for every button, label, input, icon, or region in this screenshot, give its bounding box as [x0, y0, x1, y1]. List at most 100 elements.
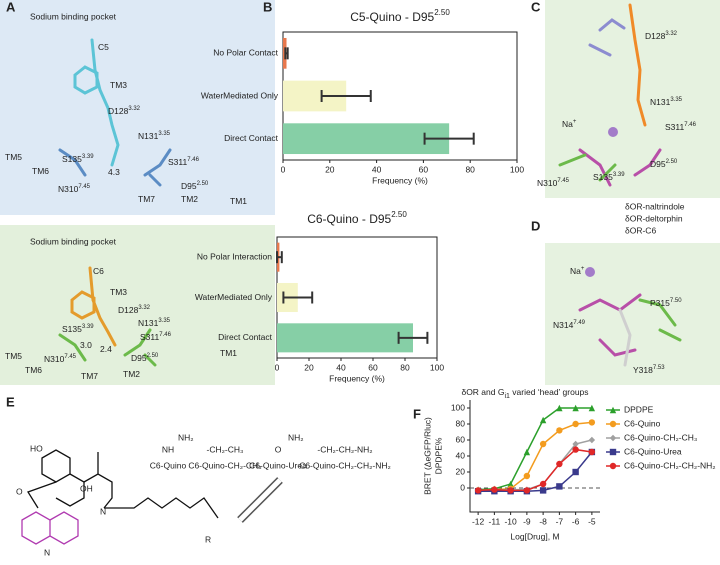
chart-title: δOR and Gi1 varied ‘head’ groups	[461, 387, 588, 400]
residue-label: Y3187.53	[633, 365, 665, 376]
residue-label-text: N131	[650, 97, 671, 107]
residue-label-sup: 2.50	[197, 181, 209, 187]
residue-label-sup: 7.46	[684, 122, 696, 128]
residue-label: TM7	[138, 194, 155, 204]
residue-label-text: Y318	[633, 365, 653, 375]
residue-label-text: S135	[62, 154, 82, 164]
title-end: varied ‘head’ groups	[510, 387, 589, 397]
residue-label-text: S135	[62, 324, 82, 334]
x-tick-label: 60	[419, 164, 429, 174]
x-tick-label: 20	[304, 362, 314, 372]
residue-label-text: C5	[98, 42, 109, 52]
residue-label: D1283.32	[118, 305, 151, 316]
residue-label-text: P315	[650, 298, 670, 308]
residue-label: N3107.45	[44, 354, 77, 365]
data-point	[572, 404, 579, 412]
residue-label-sup: 3.32	[665, 31, 677, 37]
x-tick-label: 0	[275, 362, 280, 372]
residue-label: D952.50	[650, 159, 678, 170]
data-point	[556, 460, 563, 468]
group-formula: -CH₂-CH₂-NH₂	[317, 444, 372, 454]
residue-label: N3147.49	[553, 320, 586, 331]
x-tick-label: 100	[430, 362, 444, 372]
residue-label-sup: 2.50	[666, 159, 678, 165]
chart-title: C6-Quino - D952.50	[307, 210, 407, 226]
structure	[21, 449, 283, 545]
x-tick-label: -6	[572, 516, 580, 526]
residue-label-sup: 3.39	[82, 324, 94, 330]
residue-label: D1283.32	[645, 31, 678, 42]
residue-label-text: TM5	[5, 152, 22, 162]
legend-label: δOR-naltrindole	[625, 201, 685, 211]
x-tick-label: 20	[325, 164, 335, 174]
data-point	[539, 487, 547, 494]
residue-label-text: TM3	[110, 287, 127, 297]
bar	[277, 323, 413, 353]
residue-label: TM3	[110, 80, 127, 90]
residue-label: 4.3	[108, 167, 120, 177]
panel-a-title: Sodium binding pocket	[30, 236, 117, 246]
residue-label-text: N314	[553, 320, 574, 330]
x-tick-label: -8	[539, 516, 547, 526]
group-name: C6-Quino	[150, 460, 187, 470]
legend-label: C6-Quino-CH₂-CH₃	[624, 432, 697, 442]
residue-label: TM2	[181, 194, 198, 204]
x-tick-label: -11	[489, 516, 501, 526]
residue-label-text: N131	[138, 131, 159, 141]
residue-label-text: TM3	[110, 80, 127, 90]
residue-label-text: TM2	[181, 194, 198, 204]
residue-label-text: TM6	[32, 166, 49, 176]
residue-label-text: D128	[108, 106, 129, 116]
group-formula: NH	[162, 444, 174, 454]
residue-label: P3157.50	[650, 298, 682, 309]
residue-label-sup: 7.49	[573, 320, 585, 326]
residue-label: C5	[98, 42, 109, 52]
residue-label-text: S311	[140, 332, 159, 342]
residue-label: 3.0	[80, 340, 92, 350]
x-axis-label: Frequency (%)	[372, 175, 428, 185]
residue-label-sup: 3.35	[670, 97, 682, 103]
residue-label-text: N310	[58, 184, 79, 194]
residue-label: D952.50	[131, 353, 159, 364]
legend-label: C6-Quino	[624, 418, 661, 428]
title-text: C5-Quino - D95	[350, 10, 434, 24]
residue-label-text: TM1	[230, 196, 247, 206]
title-sup: 2.50	[391, 210, 407, 219]
residue-label-text: S135	[593, 172, 613, 182]
residue-label: C6	[93, 266, 104, 276]
residue-label: S1353.39	[62, 324, 94, 335]
residue-label-text: TM7	[138, 194, 155, 204]
x-axis-label: Log[Drug], M	[510, 531, 559, 541]
atom-label: N	[100, 506, 106, 516]
group-name: C6-Quino-CH₂-CH₂-NH₂	[299, 460, 391, 470]
x-tick-label: 80	[465, 164, 475, 174]
data-point	[491, 486, 498, 493]
y-axis-label: BRET (ΔeGFP/Rluc)	[422, 417, 432, 495]
legend-marker	[609, 406, 617, 414]
x-tick-label: -7	[556, 516, 564, 526]
residue-label-text: D128	[118, 305, 139, 315]
group-formula: NH₂	[178, 432, 194, 442]
residue-label: TM3	[110, 287, 127, 297]
atom-label: N	[44, 547, 50, 557]
residue-label-text: N310	[537, 178, 558, 188]
data-point	[539, 480, 547, 488]
residue-label-sup: +	[581, 266, 585, 272]
data-point	[507, 480, 514, 488]
y-tick-label: 40	[456, 450, 466, 460]
data-point	[523, 448, 531, 456]
data-point	[588, 404, 596, 412]
residue-label: S3117.46	[168, 157, 200, 168]
data-point	[523, 472, 531, 480]
residue-label-text: C6	[93, 266, 104, 276]
data-point	[556, 483, 563, 490]
residue-label-sup: 3.35	[158, 318, 170, 324]
group-name: C6-Quino-Urea	[249, 460, 307, 470]
data-point	[572, 420, 579, 428]
residue-label-sup: +	[573, 119, 577, 125]
residue-label-text: TM1	[220, 348, 237, 358]
data-point	[539, 416, 547, 424]
atom-label: HO	[30, 443, 43, 453]
group-name: C6-Quino-CH₂-CH₃	[188, 460, 261, 470]
bar	[283, 123, 450, 155]
